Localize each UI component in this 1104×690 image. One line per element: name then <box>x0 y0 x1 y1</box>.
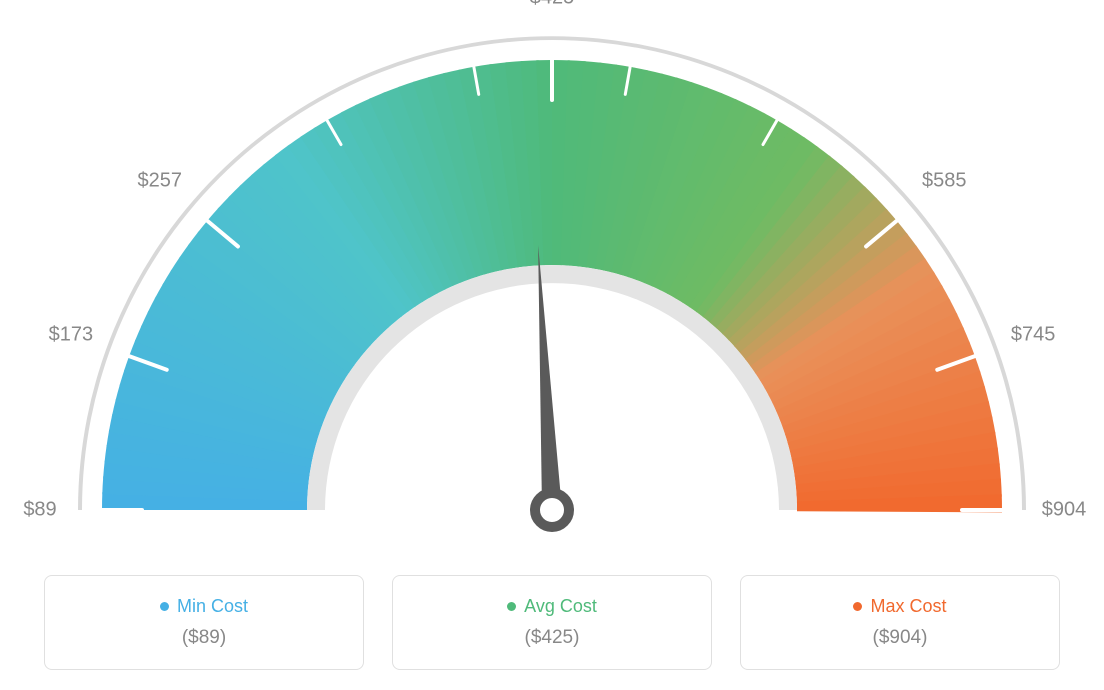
legend-value-max: ($904) <box>873 627 928 649</box>
legend-label-avg: Avg Cost <box>524 596 597 617</box>
legend-row: Min Cost ($89) Avg Cost ($425) Max Cost … <box>0 575 1104 670</box>
legend-card-max: Max Cost ($904) <box>740 575 1060 670</box>
gauge-tick-label: $425 <box>530 0 575 10</box>
legend-title-min: Min Cost <box>160 596 248 617</box>
legend-card-min: Min Cost ($89) <box>44 575 364 670</box>
legend-value-min: ($89) <box>182 627 226 649</box>
gauge-tick-label: $585 <box>922 169 967 192</box>
legend-dot-min-icon <box>160 602 169 611</box>
gauge-tick-label: $745 <box>1011 323 1056 346</box>
legend-value-avg: ($425) <box>525 627 580 649</box>
legend-dot-max-icon <box>853 602 862 611</box>
gauge-tick-label: $173 <box>49 323 94 346</box>
gauge-tick-label: $89 <box>23 499 56 522</box>
gauge-tick-label: $904 <box>1042 499 1087 522</box>
gauge-tick-label: $257 <box>138 169 183 192</box>
gauge-svg <box>0 0 1104 560</box>
legend-label-max: Max Cost <box>870 596 946 617</box>
legend-label-min: Min Cost <box>177 596 248 617</box>
cost-gauge: $89 $173 $257 $425 $585 $745 $904 <box>0 0 1104 560</box>
legend-dot-avg-icon <box>507 602 516 611</box>
legend-title-avg: Avg Cost <box>507 596 597 617</box>
legend-card-avg: Avg Cost ($425) <box>392 575 712 670</box>
legend-title-max: Max Cost <box>853 596 946 617</box>
